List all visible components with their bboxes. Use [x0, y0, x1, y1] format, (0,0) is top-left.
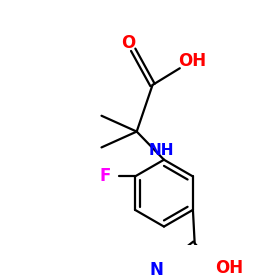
Text: F: F	[100, 167, 111, 185]
Text: OH: OH	[215, 259, 243, 277]
Text: OH: OH	[178, 52, 206, 70]
Text: O: O	[121, 34, 135, 52]
Text: NH: NH	[148, 143, 174, 158]
Text: N: N	[149, 261, 163, 277]
